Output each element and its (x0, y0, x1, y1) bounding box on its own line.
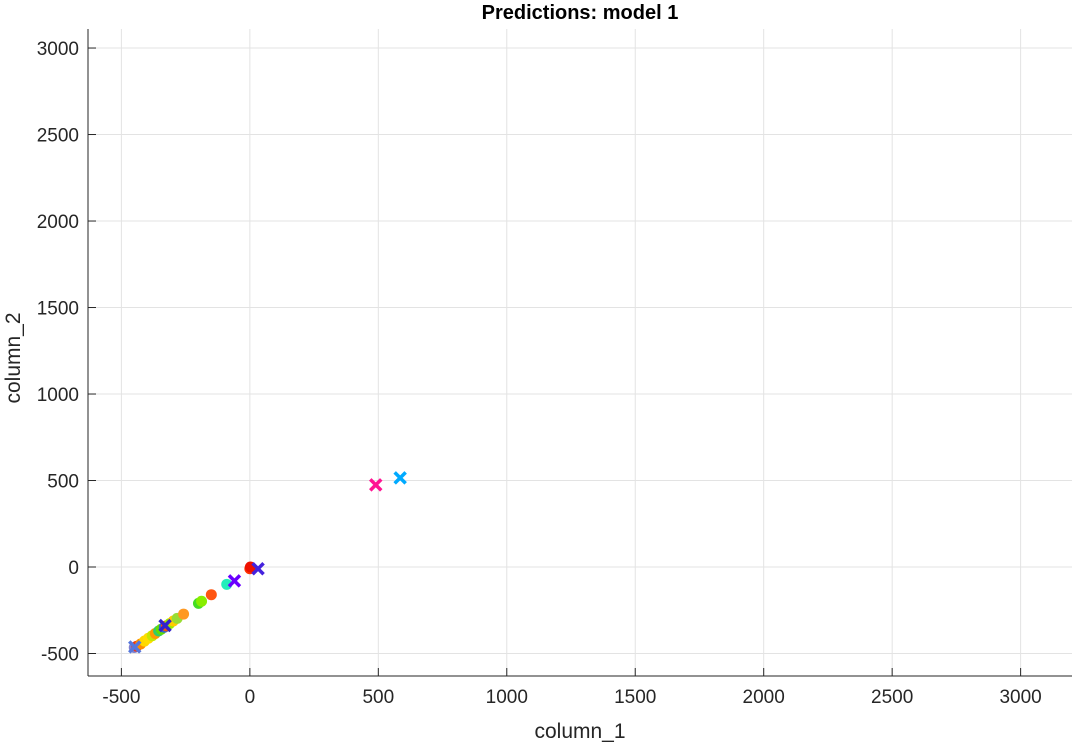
data-point-x (128, 640, 142, 654)
y-tick-label: 1500 (37, 299, 79, 320)
x-tick-label: 1500 (614, 687, 656, 708)
data-point-circle (205, 589, 217, 601)
y-tick-label: -500 (41, 645, 79, 666)
y-tick-label: 0 (68, 558, 79, 579)
y-tick-label: 2500 (37, 126, 79, 147)
grid (88, 29, 1072, 676)
x-tick-label: 1000 (486, 687, 528, 708)
x-tick-label: -500 (102, 687, 140, 708)
data-points (128, 471, 407, 654)
x-tick-label: 500 (362, 687, 394, 708)
data-point-circle (196, 595, 208, 607)
x-tick-label: 2500 (871, 687, 913, 708)
y-tick-label: 2000 (37, 212, 79, 233)
x-tick-label: 3000 (999, 687, 1041, 708)
x-tick-label: 0 (245, 687, 256, 708)
y-tick-label: 3000 (37, 39, 79, 60)
y-tick-label: 500 (47, 472, 79, 493)
data-point-x (158, 618, 172, 633)
y-axis-label: column_2 (2, 312, 25, 403)
data-point-circle (178, 608, 190, 620)
y-tick-label: 1000 (37, 385, 79, 406)
x-axis-label: column_1 (534, 720, 625, 743)
data-point-x (251, 562, 265, 576)
data-point-x (227, 574, 242, 588)
data-point-x (393, 471, 407, 485)
data-point-x (369, 478, 383, 492)
x-tick-label: 2000 (743, 687, 785, 708)
data-point-circle (221, 578, 233, 590)
axes (87, 29, 1072, 677)
chart-title: Predictions: model 1 (482, 2, 679, 24)
y-tick-labels: -500 0 500 1000 1500 2000 2500 3000 (37, 39, 79, 665)
x-tick-labels: -500 0 500 1000 1500 2000 2500 3000 (102, 687, 1041, 708)
